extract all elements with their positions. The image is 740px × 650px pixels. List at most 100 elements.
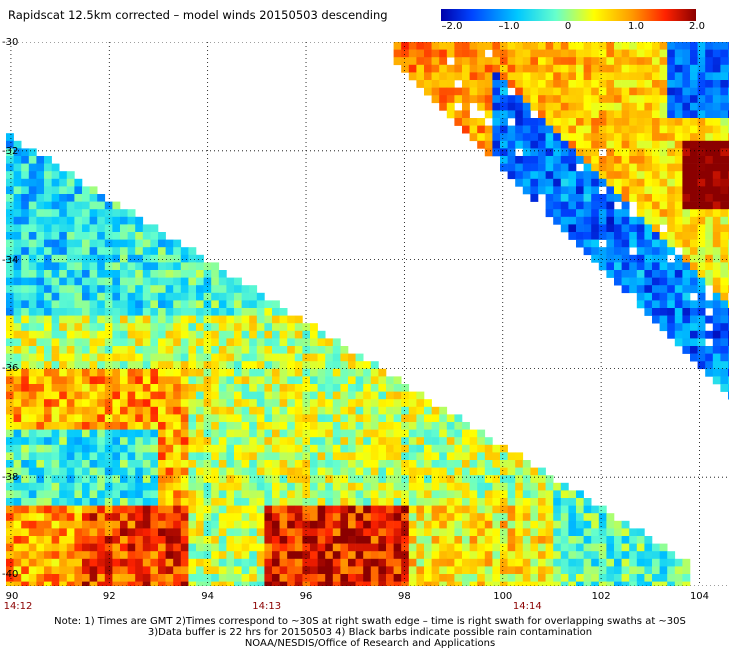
wind-cell <box>636 171 645 180</box>
wind-cell <box>621 239 630 248</box>
wind-cell <box>104 566 113 575</box>
wind-cell <box>51 194 60 202</box>
wind-cell <box>690 277 698 286</box>
wind-cell <box>256 536 265 544</box>
wind-cell <box>127 308 136 316</box>
wind-cell <box>234 566 242 575</box>
wind-cell <box>294 566 303 575</box>
wind-cell <box>218 422 227 430</box>
wind-cell <box>583 42 592 50</box>
wind-cell <box>462 520 470 529</box>
wind-cell <box>226 323 235 332</box>
wind-cell <box>674 57 683 66</box>
wind-cell <box>522 80 531 88</box>
wind-cell <box>13 566 22 575</box>
wind-cell <box>66 558 75 567</box>
wind-cell <box>97 194 106 202</box>
wind-cell <box>120 323 128 332</box>
wind-cell <box>173 414 182 423</box>
wind-cell <box>158 308 166 316</box>
wind-cell <box>393 513 402 522</box>
wind-cell <box>44 270 52 278</box>
wind-cell <box>720 102 729 111</box>
wind-cell <box>104 270 113 278</box>
wind-cell <box>256 482 265 491</box>
wind-cell <box>241 566 250 575</box>
wind-cell <box>507 574 516 582</box>
wind-cell <box>484 460 493 468</box>
wind-cell <box>188 262 197 271</box>
wind-cell <box>249 574 258 582</box>
wind-cell <box>560 140 569 149</box>
wind-cell <box>142 399 151 408</box>
wind-cell <box>674 277 683 286</box>
wind-cell <box>439 429 448 438</box>
wind-cell <box>104 551 113 560</box>
wind-cell <box>196 429 204 438</box>
wind-cell <box>469 475 478 484</box>
wind-cell <box>28 437 37 446</box>
wind-cell <box>317 551 326 560</box>
wind-cell <box>682 140 691 149</box>
wind-cell <box>378 422 387 430</box>
wind-cell <box>127 216 136 225</box>
wind-cell <box>150 460 159 468</box>
wind-cell <box>241 574 250 582</box>
wind-cell <box>150 406 159 415</box>
wind-cell <box>13 224 22 233</box>
wind-cell <box>6 338 14 347</box>
wind-cell <box>142 452 151 461</box>
wind-cell <box>583 558 592 567</box>
wind-cell <box>89 308 98 316</box>
wind-cell <box>279 429 288 438</box>
wind-cell <box>97 444 106 453</box>
wind-cell <box>294 399 303 408</box>
wind-cell <box>74 315 83 324</box>
wind-cell <box>104 437 113 446</box>
wind-cell <box>135 482 144 491</box>
wind-cell <box>294 528 303 537</box>
wind-cell <box>340 581 349 586</box>
wind-cell <box>386 444 394 453</box>
wind-cell <box>545 118 554 126</box>
wind-cell <box>674 270 683 278</box>
wind-cell <box>332 498 341 506</box>
wind-cell <box>294 520 303 529</box>
wind-cell <box>74 520 83 529</box>
wind-cell <box>196 368 204 377</box>
wind-cell <box>530 186 539 195</box>
wind-cell <box>127 262 136 271</box>
wind-cell <box>560 216 569 225</box>
wind-cell <box>249 513 258 522</box>
wind-cell <box>6 308 14 316</box>
wind-cell <box>249 285 258 294</box>
wind-cell <box>82 437 90 446</box>
wind-cell <box>97 399 106 408</box>
wind-cell <box>522 148 531 157</box>
wind-cell <box>538 482 546 491</box>
wind-cell <box>21 194 30 202</box>
wind-cell <box>211 475 220 484</box>
wind-cell <box>469 80 478 88</box>
wind-cell <box>454 566 463 575</box>
wind-cell <box>89 323 98 332</box>
wind-cell <box>112 384 121 392</box>
wind-cell <box>294 315 303 324</box>
wind-cell <box>484 437 493 446</box>
wind-cell <box>522 186 531 195</box>
wind-cell <box>469 133 478 142</box>
wind-cell <box>591 566 600 575</box>
wind-cell <box>165 536 174 544</box>
wind-cell <box>89 444 98 453</box>
wind-cell <box>89 285 98 294</box>
wind-cell <box>279 414 288 423</box>
wind-cell <box>492 42 501 50</box>
wind-cell <box>462 482 470 491</box>
wind-cell <box>180 429 189 438</box>
wind-cell <box>712 224 721 233</box>
wind-cell <box>583 72 592 81</box>
wind-cell <box>424 49 432 58</box>
wind-cell <box>226 528 235 537</box>
wind-cell <box>332 467 341 476</box>
wind-cell <box>538 581 546 586</box>
